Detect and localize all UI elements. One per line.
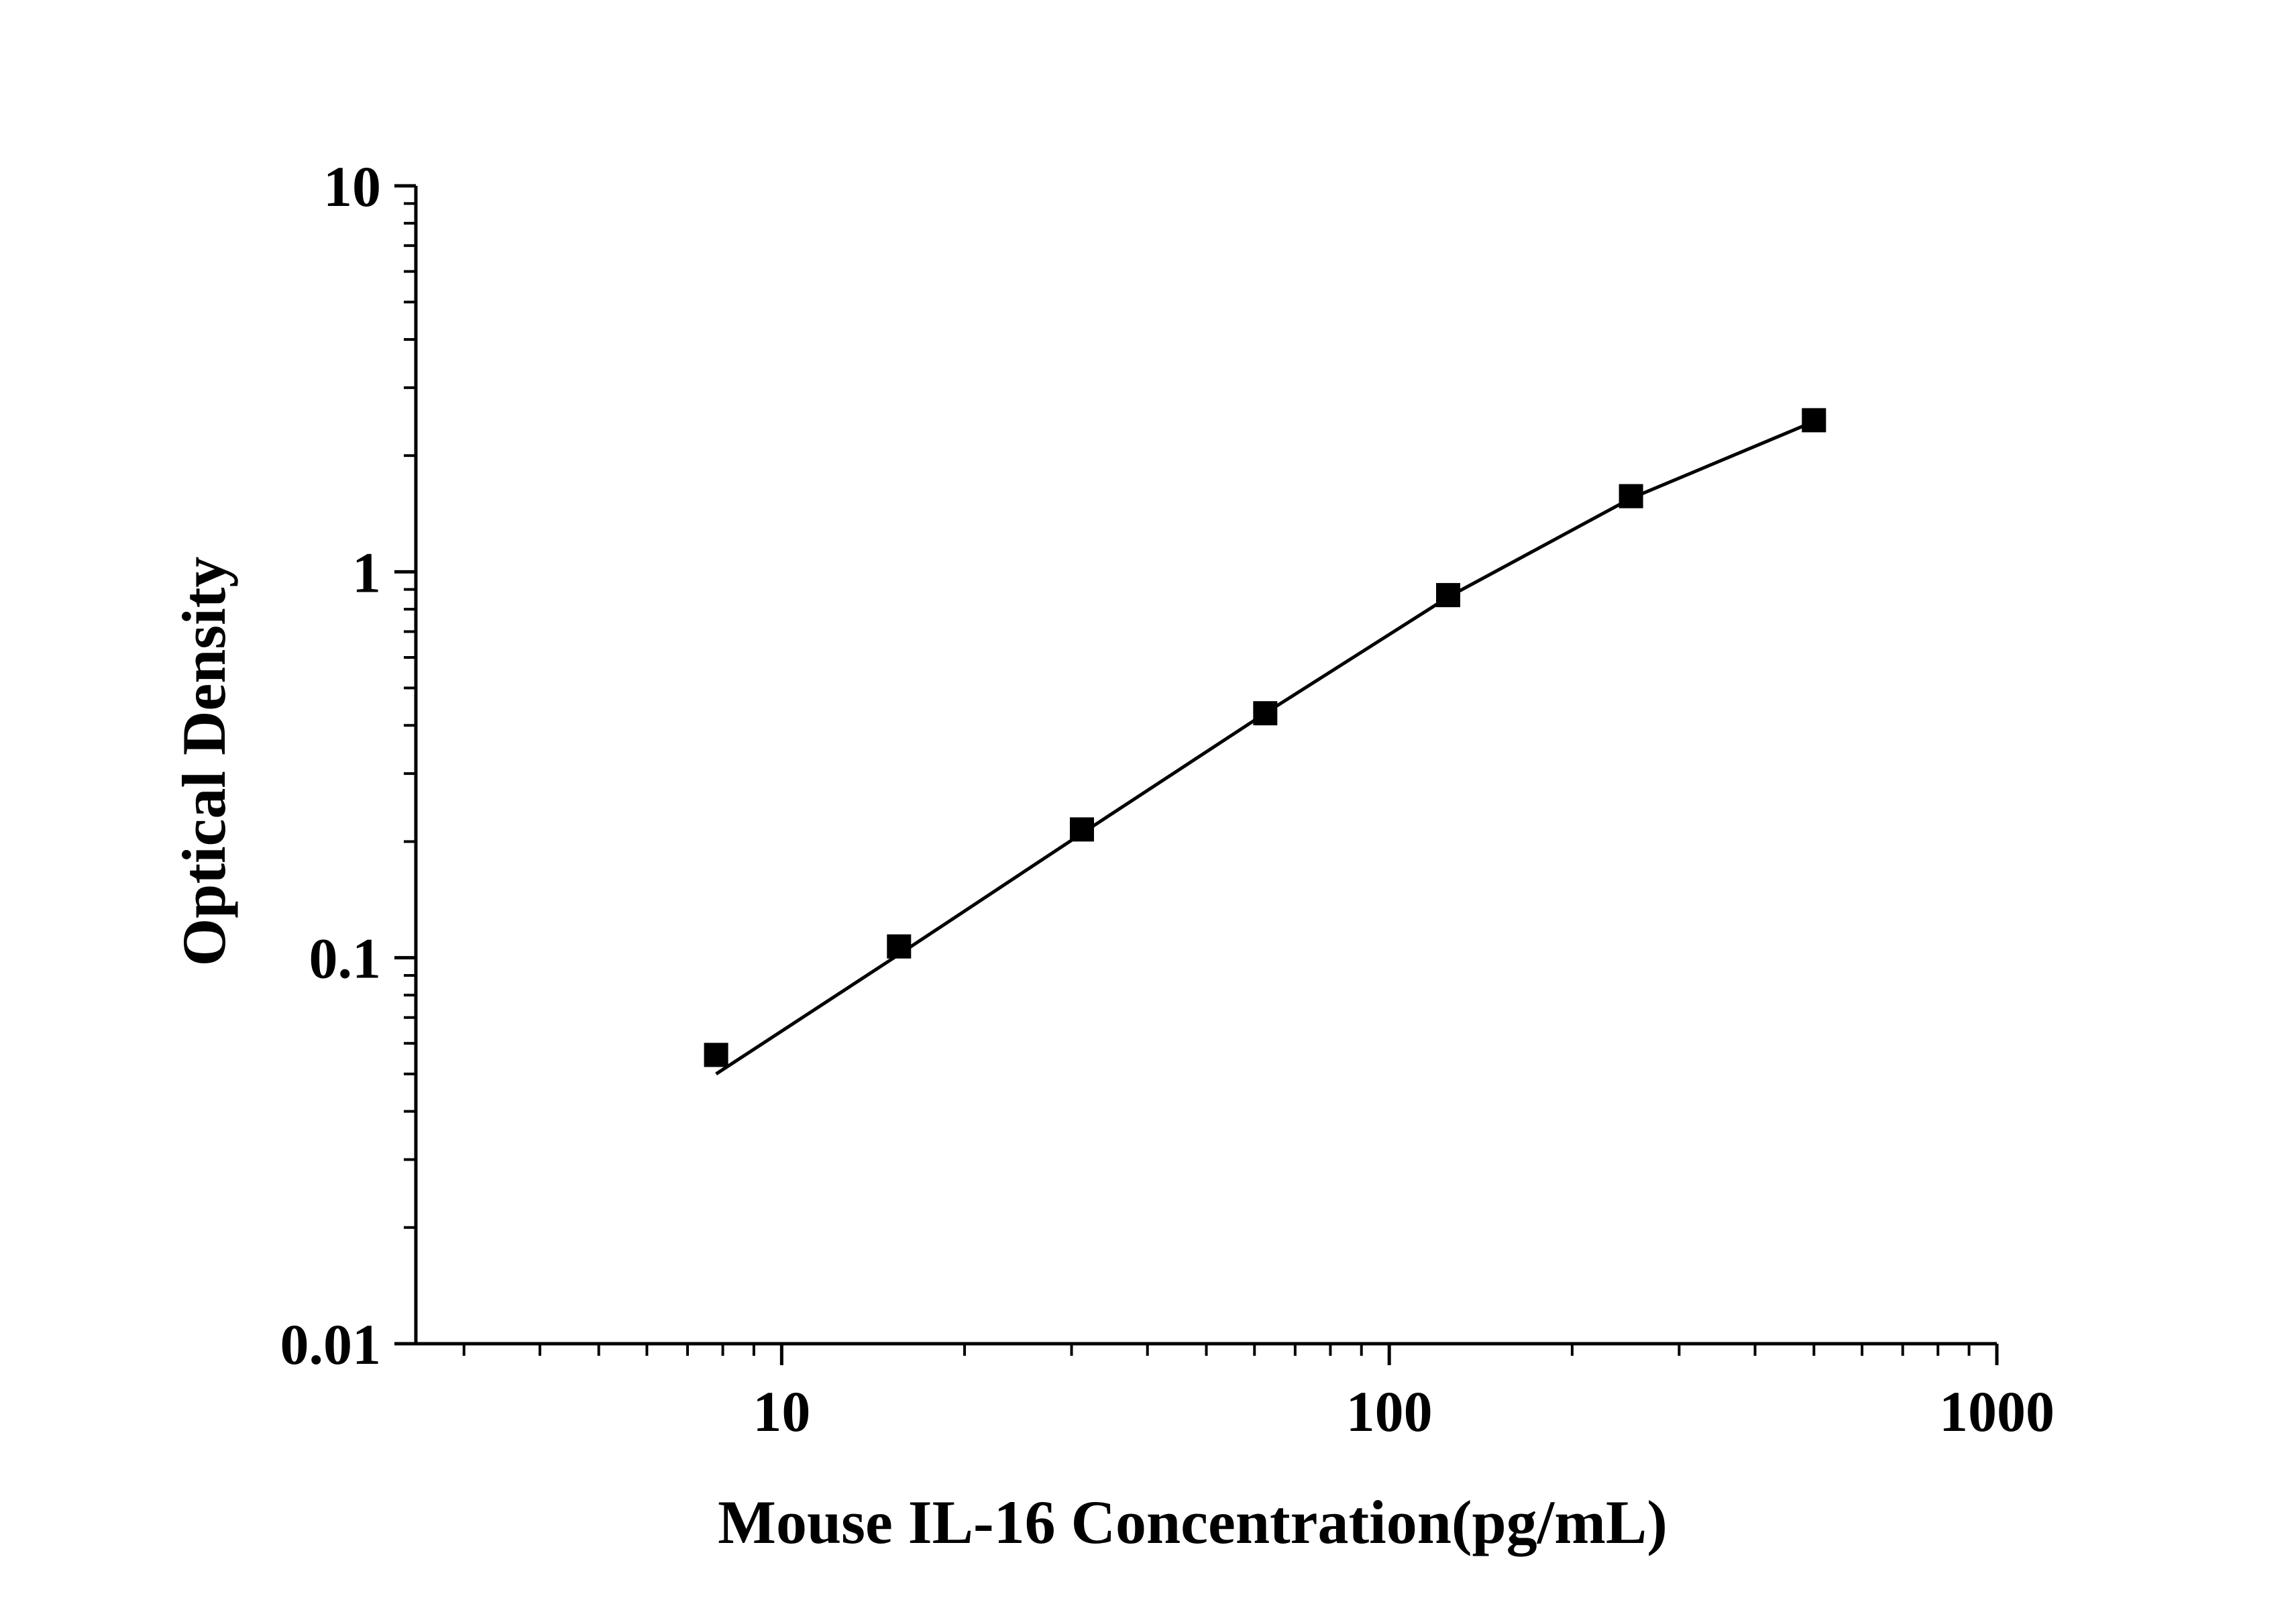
data-point-marker bbox=[887, 934, 912, 959]
y-tick-label: 1 bbox=[352, 540, 381, 604]
data-points bbox=[704, 408, 1826, 1067]
ticks bbox=[394, 184, 1999, 1365]
y-axis-title: Optical Density bbox=[170, 557, 238, 967]
x-tick-label: 100 bbox=[1346, 1379, 1433, 1444]
data-point-marker bbox=[1253, 701, 1278, 726]
data-point-marker bbox=[1802, 408, 1826, 433]
axes bbox=[414, 186, 1997, 1346]
data-point-marker bbox=[704, 1042, 728, 1067]
x-tick-label: 10 bbox=[753, 1379, 810, 1444]
y-tick-label: 10 bbox=[323, 154, 381, 219]
y-tick-label: 0.01 bbox=[280, 1312, 382, 1377]
data-point-marker bbox=[1070, 817, 1094, 842]
fit-line-group bbox=[715, 420, 1815, 1075]
y-tick-label: 0.1 bbox=[309, 926, 382, 991]
tick-labels: 0.01 0.1 1 10 10 100 1000 bbox=[280, 154, 2055, 1444]
data-point-marker bbox=[1619, 484, 1643, 509]
x-tick-label: 1000 bbox=[1939, 1379, 2055, 1444]
x-axis-title: Mouse IL-16 Concentration(pg/mL) bbox=[718, 1488, 1668, 1556]
data-point-marker bbox=[1436, 583, 1460, 608]
fit-curve bbox=[715, 420, 1815, 1075]
